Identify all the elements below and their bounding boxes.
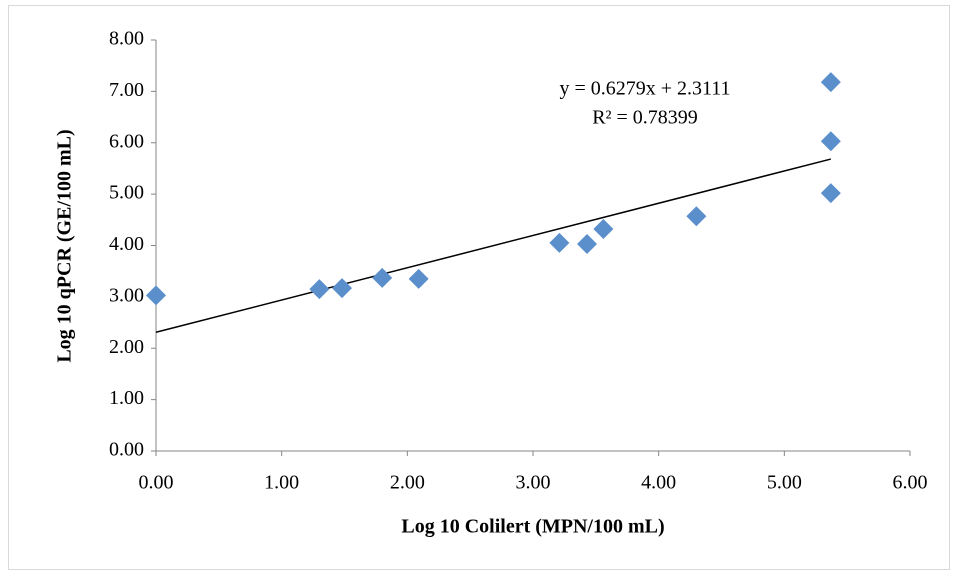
point <box>820 183 841 204</box>
x-axis-title: Log 10 Colilert (MPN/100 mL) <box>401 516 664 538</box>
x-tick-label: 6.00 <box>893 472 928 494</box>
y-tick-label: 8.00 <box>109 28 144 50</box>
x-tick-label: 5.00 <box>767 472 802 494</box>
x-tick-label: 2.00 <box>390 472 425 494</box>
x-tick-label: 0.00 <box>139 472 174 494</box>
y-tick-label: 4.00 <box>109 233 144 255</box>
trendline <box>155 158 832 333</box>
trendline-equation: y = 0.6279x + 2.3111 <box>559 78 730 100</box>
y-tick-label: 0.00 <box>109 439 144 461</box>
x-tick-label: 4.00 <box>641 472 676 494</box>
point <box>577 233 598 254</box>
point <box>309 279 330 300</box>
chart-frame <box>8 5 950 570</box>
y-tick-label: 1.00 <box>109 387 144 409</box>
point <box>820 72 841 93</box>
point <box>331 278 352 299</box>
y-tick-label: 2.00 <box>109 336 144 358</box>
r-squared: R² = 0.78399 <box>592 107 698 129</box>
y-tick-label: 6.00 <box>109 130 144 152</box>
point <box>686 206 707 227</box>
point <box>146 285 166 306</box>
point <box>408 268 429 289</box>
point <box>372 267 393 288</box>
x-tick-label: 3.00 <box>516 472 551 494</box>
y-tick-label: 3.00 <box>109 284 144 306</box>
point <box>593 219 614 240</box>
x-tick-label: 1.00 <box>264 472 299 494</box>
y-axis-title: Log 10 qPCR (GE/100 mL) <box>54 129 76 362</box>
y-tick-label: 7.00 <box>109 79 144 101</box>
point <box>820 131 841 152</box>
y-tick-label: 5.00 <box>109 182 144 204</box>
point <box>549 232 570 253</box>
